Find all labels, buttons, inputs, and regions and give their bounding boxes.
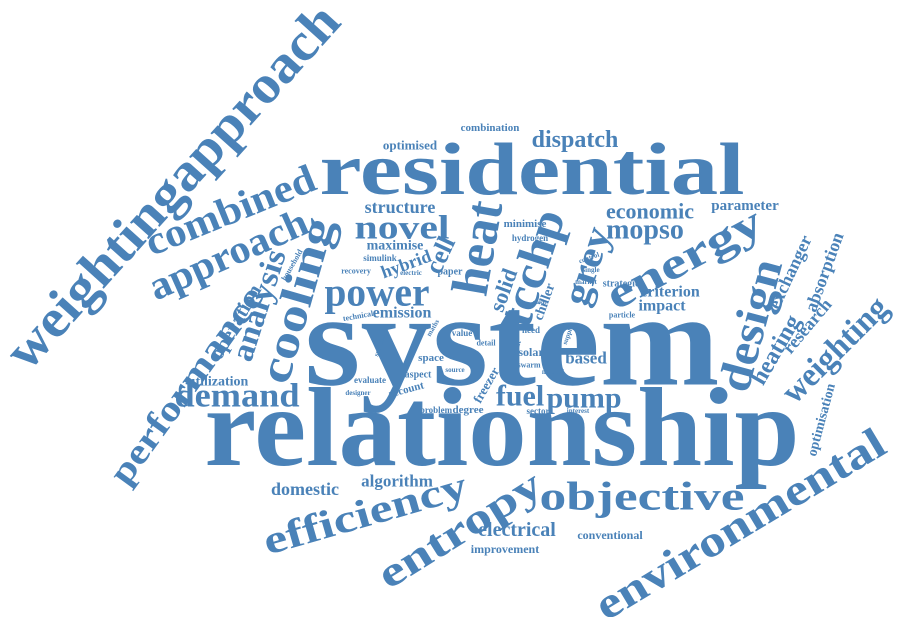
- word: single: [582, 266, 599, 274]
- word: mode: [533, 300, 547, 306]
- word: mopso: [606, 215, 684, 246]
- word: economic: [606, 199, 694, 224]
- word: dispatch: [532, 127, 619, 153]
- word: objective: [540, 474, 745, 519]
- word: particle: [609, 311, 636, 320]
- word: demand: [175, 378, 300, 415]
- word: combination: [461, 122, 520, 134]
- word: impact: [638, 298, 686, 315]
- word: space: [418, 352, 444, 364]
- word: system: [305, 267, 720, 414]
- word: natural: [542, 368, 564, 376]
- word: conventional: [577, 528, 643, 542]
- word: structure: [365, 197, 436, 217]
- word: electric: [400, 269, 422, 277]
- word: domestic: [271, 479, 339, 499]
- word: strategies: [603, 279, 644, 290]
- word: electrical: [478, 519, 556, 541]
- word: source: [445, 366, 464, 374]
- word: evaluate: [354, 375, 386, 385]
- word: hydrogen: [512, 233, 548, 243]
- word: algorithm: [361, 472, 433, 491]
- word: parameter: [711, 198, 779, 214]
- word: swarm: [517, 361, 540, 370]
- word: need: [522, 325, 540, 335]
- word: detail: [476, 339, 496, 348]
- word: degree: [453, 404, 484, 416]
- word: designer: [345, 389, 370, 397]
- word: problem: [420, 405, 453, 415]
- word: utilization: [188, 375, 249, 390]
- word: paper: [438, 267, 464, 278]
- word: simulink: [363, 253, 397, 263]
- word: recovery: [341, 267, 371, 276]
- word: emission: [373, 305, 432, 322]
- word: aspect: [405, 370, 432, 381]
- word: relationship: [205, 366, 800, 490]
- word: sector: [527, 406, 550, 416]
- word: improvement: [471, 542, 539, 556]
- word: novel: [355, 210, 450, 247]
- word: based: [565, 349, 607, 368]
- word: market: [575, 278, 597, 286]
- word: power: [325, 270, 430, 315]
- word: minimise: [504, 218, 547, 230]
- word: value: [452, 328, 473, 338]
- word: residential: [320, 129, 745, 211]
- word: interest: [567, 407, 590, 415]
- word: pump: [546, 382, 621, 415]
- word: fuel: [496, 380, 544, 413]
- word: maximise: [367, 239, 424, 254]
- word: optimised: [383, 138, 438, 153]
- word: solar: [518, 345, 544, 359]
- word: criterion: [640, 284, 700, 301]
